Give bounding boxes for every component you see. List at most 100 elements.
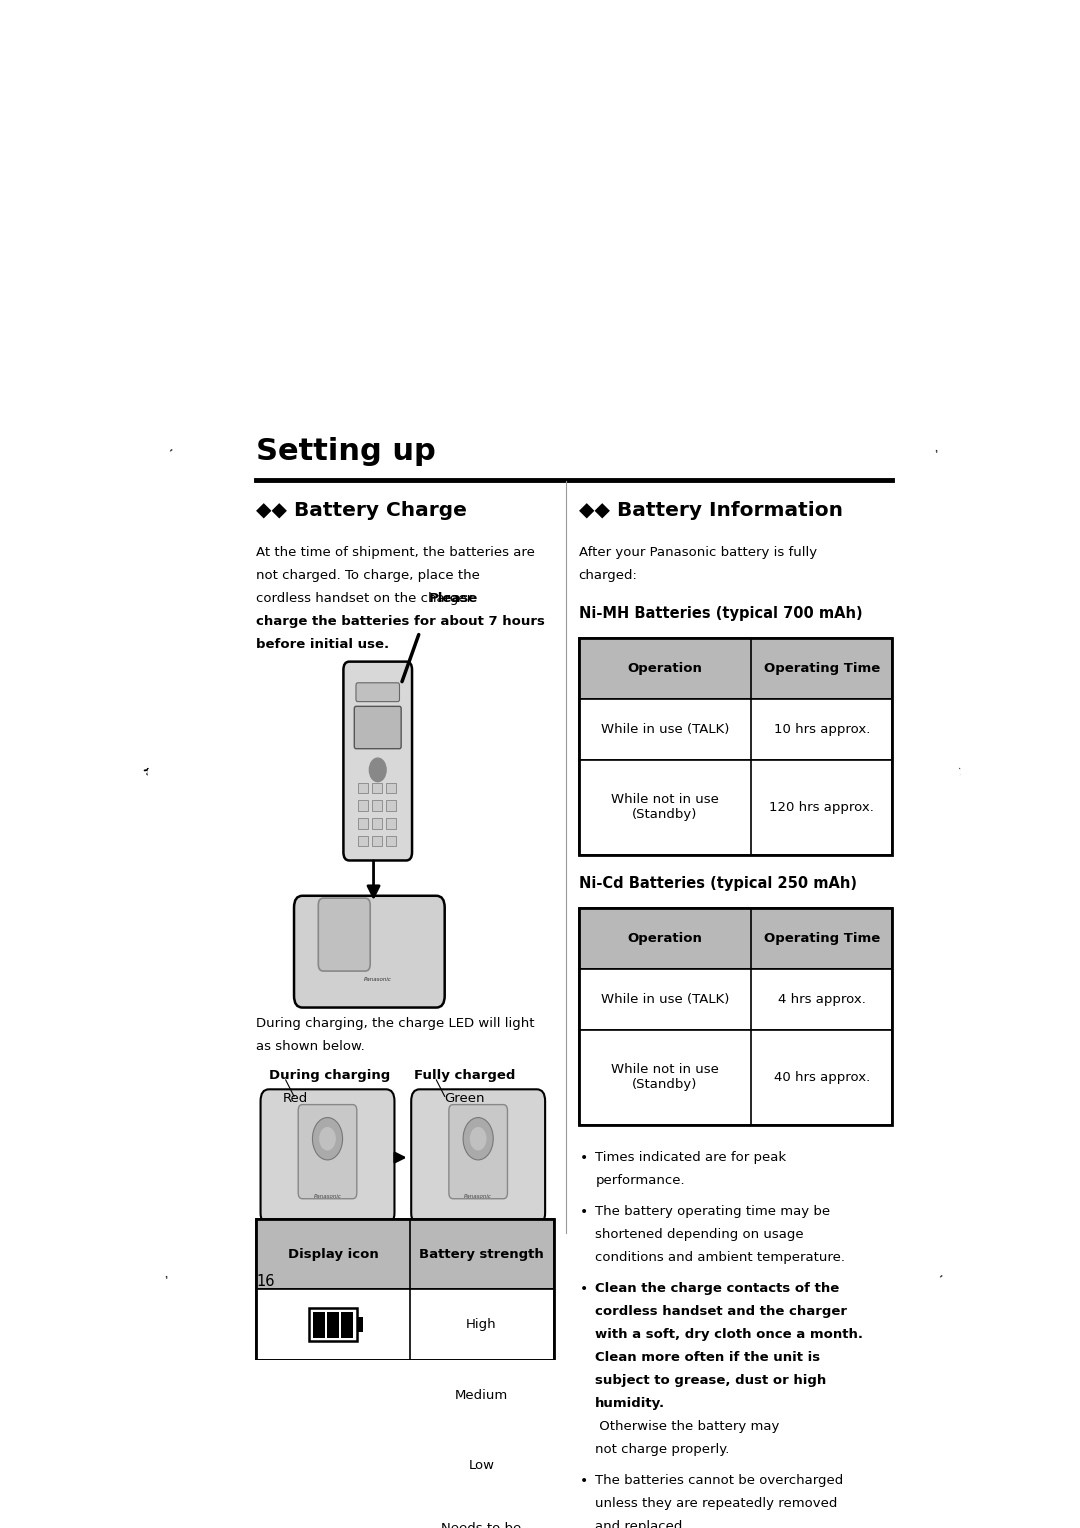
Text: After your Panasonic battery is fully: After your Panasonic battery is fully — [579, 545, 816, 559]
Text: Ni-MH Batteries (typical 700 mAh): Ni-MH Batteries (typical 700 mAh) — [579, 605, 862, 620]
Text: Display icon: Display icon — [287, 1247, 378, 1261]
Text: before initial use.: before initial use. — [256, 637, 390, 651]
Bar — [387, 801, 396, 811]
Text: performance.: performance. — [595, 1174, 685, 1187]
Text: humidity.: humidity. — [595, 1397, 665, 1410]
Text: cordless handset on the charger.: cordless handset on the charger. — [256, 591, 480, 605]
Bar — [372, 782, 382, 793]
Text: charged:: charged: — [579, 568, 637, 582]
Text: Please: Please — [429, 591, 478, 605]
Bar — [387, 817, 396, 828]
Text: as shown below.: as shown below. — [256, 1041, 365, 1053]
Text: Setting up: Setting up — [256, 437, 436, 466]
Circle shape — [320, 1128, 336, 1151]
Bar — [579, 637, 892, 854]
Text: Needs to be
charged: Needs to be charged — [442, 1522, 522, 1528]
Text: •: • — [580, 1151, 589, 1164]
Text: Times indicated are for peak: Times indicated are for peak — [595, 1151, 786, 1164]
Bar — [579, 969, 892, 1030]
Text: Otherwise the battery may: Otherwise the battery may — [595, 1420, 780, 1433]
Text: Ni-Cd Batteries (typical 250 mAh): Ni-Cd Batteries (typical 250 mAh) — [579, 876, 856, 891]
Text: Panasonic: Panasonic — [313, 1193, 341, 1199]
Text: Operation: Operation — [627, 662, 702, 674]
Circle shape — [369, 758, 387, 782]
Text: Operating Time: Operating Time — [764, 662, 880, 674]
Bar — [579, 1030, 892, 1125]
Text: ʼ: ʼ — [933, 1273, 944, 1287]
Text: While in use (TALK): While in use (TALK) — [600, 723, 729, 736]
Bar — [579, 698, 892, 759]
Bar — [309, 1308, 356, 1342]
Bar — [256, 1500, 554, 1528]
Bar — [579, 637, 892, 698]
Text: ◆◆ Battery Information: ◆◆ Battery Information — [579, 501, 842, 520]
Text: 40 hrs approx.: 40 hrs approx. — [773, 1071, 870, 1083]
FancyBboxPatch shape — [294, 895, 445, 1007]
Bar — [372, 817, 382, 828]
FancyBboxPatch shape — [411, 1089, 545, 1224]
FancyBboxPatch shape — [449, 1105, 508, 1199]
Text: Medium: Medium — [455, 1389, 509, 1401]
Bar — [372, 801, 382, 811]
Text: 4 hrs approx.: 4 hrs approx. — [778, 993, 866, 1005]
Text: Green: Green — [445, 1091, 485, 1105]
Text: not charged. To charge, place the: not charged. To charge, place the — [256, 568, 481, 582]
Bar — [309, 1378, 356, 1412]
Text: The batteries cannot be overcharged: The batteries cannot be overcharged — [595, 1473, 843, 1487]
Bar — [387, 836, 396, 847]
Text: While not in use
(Standby): While not in use (Standby) — [611, 793, 719, 821]
Text: ʼ: ʼ — [933, 448, 944, 460]
Bar — [579, 908, 892, 1125]
FancyBboxPatch shape — [260, 1089, 394, 1224]
Text: Panasonic: Panasonic — [464, 1193, 492, 1199]
Bar — [357, 817, 367, 828]
FancyBboxPatch shape — [354, 706, 401, 749]
Text: conditions and ambient temperature.: conditions and ambient temperature. — [595, 1251, 846, 1264]
Text: While not in use
(Standby): While not in use (Standby) — [611, 1063, 719, 1091]
Text: During charging: During charging — [269, 1068, 390, 1082]
Bar — [327, 1383, 339, 1409]
Bar — [579, 759, 892, 854]
Bar — [357, 836, 367, 847]
Bar — [356, 1458, 363, 1473]
Text: ʼ: ʼ — [163, 1273, 174, 1287]
Bar — [309, 1449, 356, 1482]
Bar — [357, 782, 367, 793]
Bar — [356, 1317, 363, 1332]
Text: Battery strength: Battery strength — [419, 1247, 544, 1261]
FancyBboxPatch shape — [298, 1105, 356, 1199]
Circle shape — [463, 1117, 494, 1160]
FancyBboxPatch shape — [343, 662, 413, 860]
FancyBboxPatch shape — [356, 683, 400, 701]
Text: Clean more often if the unit is: Clean more often if the unit is — [595, 1351, 821, 1365]
Text: cordless handset and the charger: cordless handset and the charger — [595, 1305, 848, 1317]
Circle shape — [470, 1128, 486, 1151]
Bar — [387, 782, 396, 793]
Text: charge the batteries for about 7 hours: charge the batteries for about 7 hours — [256, 614, 545, 628]
Bar — [341, 1311, 353, 1337]
Text: During charging, the charge LED will light: During charging, the charge LED will lig… — [256, 1018, 535, 1030]
Bar — [579, 908, 892, 969]
Text: 16: 16 — [256, 1274, 275, 1290]
Text: ◆◆ Battery Charge: ◆◆ Battery Charge — [256, 501, 468, 520]
Text: Fully charged: Fully charged — [414, 1068, 515, 1082]
Bar — [372, 836, 382, 847]
Text: •: • — [580, 1206, 589, 1219]
Bar — [256, 1219, 554, 1528]
Text: 10 hrs approx.: 10 hrs approx. — [773, 723, 870, 736]
Bar — [256, 1430, 554, 1500]
Text: Operating Time: Operating Time — [764, 932, 880, 944]
Text: shortened depending on usage: shortened depending on usage — [595, 1229, 804, 1241]
Text: with a soft, dry cloth once a month.: with a soft, dry cloth once a month. — [595, 1328, 863, 1340]
Bar — [357, 801, 367, 811]
Text: Operation: Operation — [627, 932, 702, 944]
Text: not charge properly.: not charge properly. — [595, 1442, 730, 1456]
Bar — [256, 1290, 554, 1360]
Text: At the time of shipment, the batteries are: At the time of shipment, the batteries a… — [256, 545, 536, 559]
Bar — [309, 1519, 356, 1528]
Text: Low: Low — [469, 1459, 495, 1473]
Text: While in use (TALK): While in use (TALK) — [600, 993, 729, 1005]
Text: Red: Red — [283, 1091, 309, 1105]
Text: •: • — [580, 1282, 589, 1296]
Text: 120 hrs approx.: 120 hrs approx. — [769, 801, 875, 814]
